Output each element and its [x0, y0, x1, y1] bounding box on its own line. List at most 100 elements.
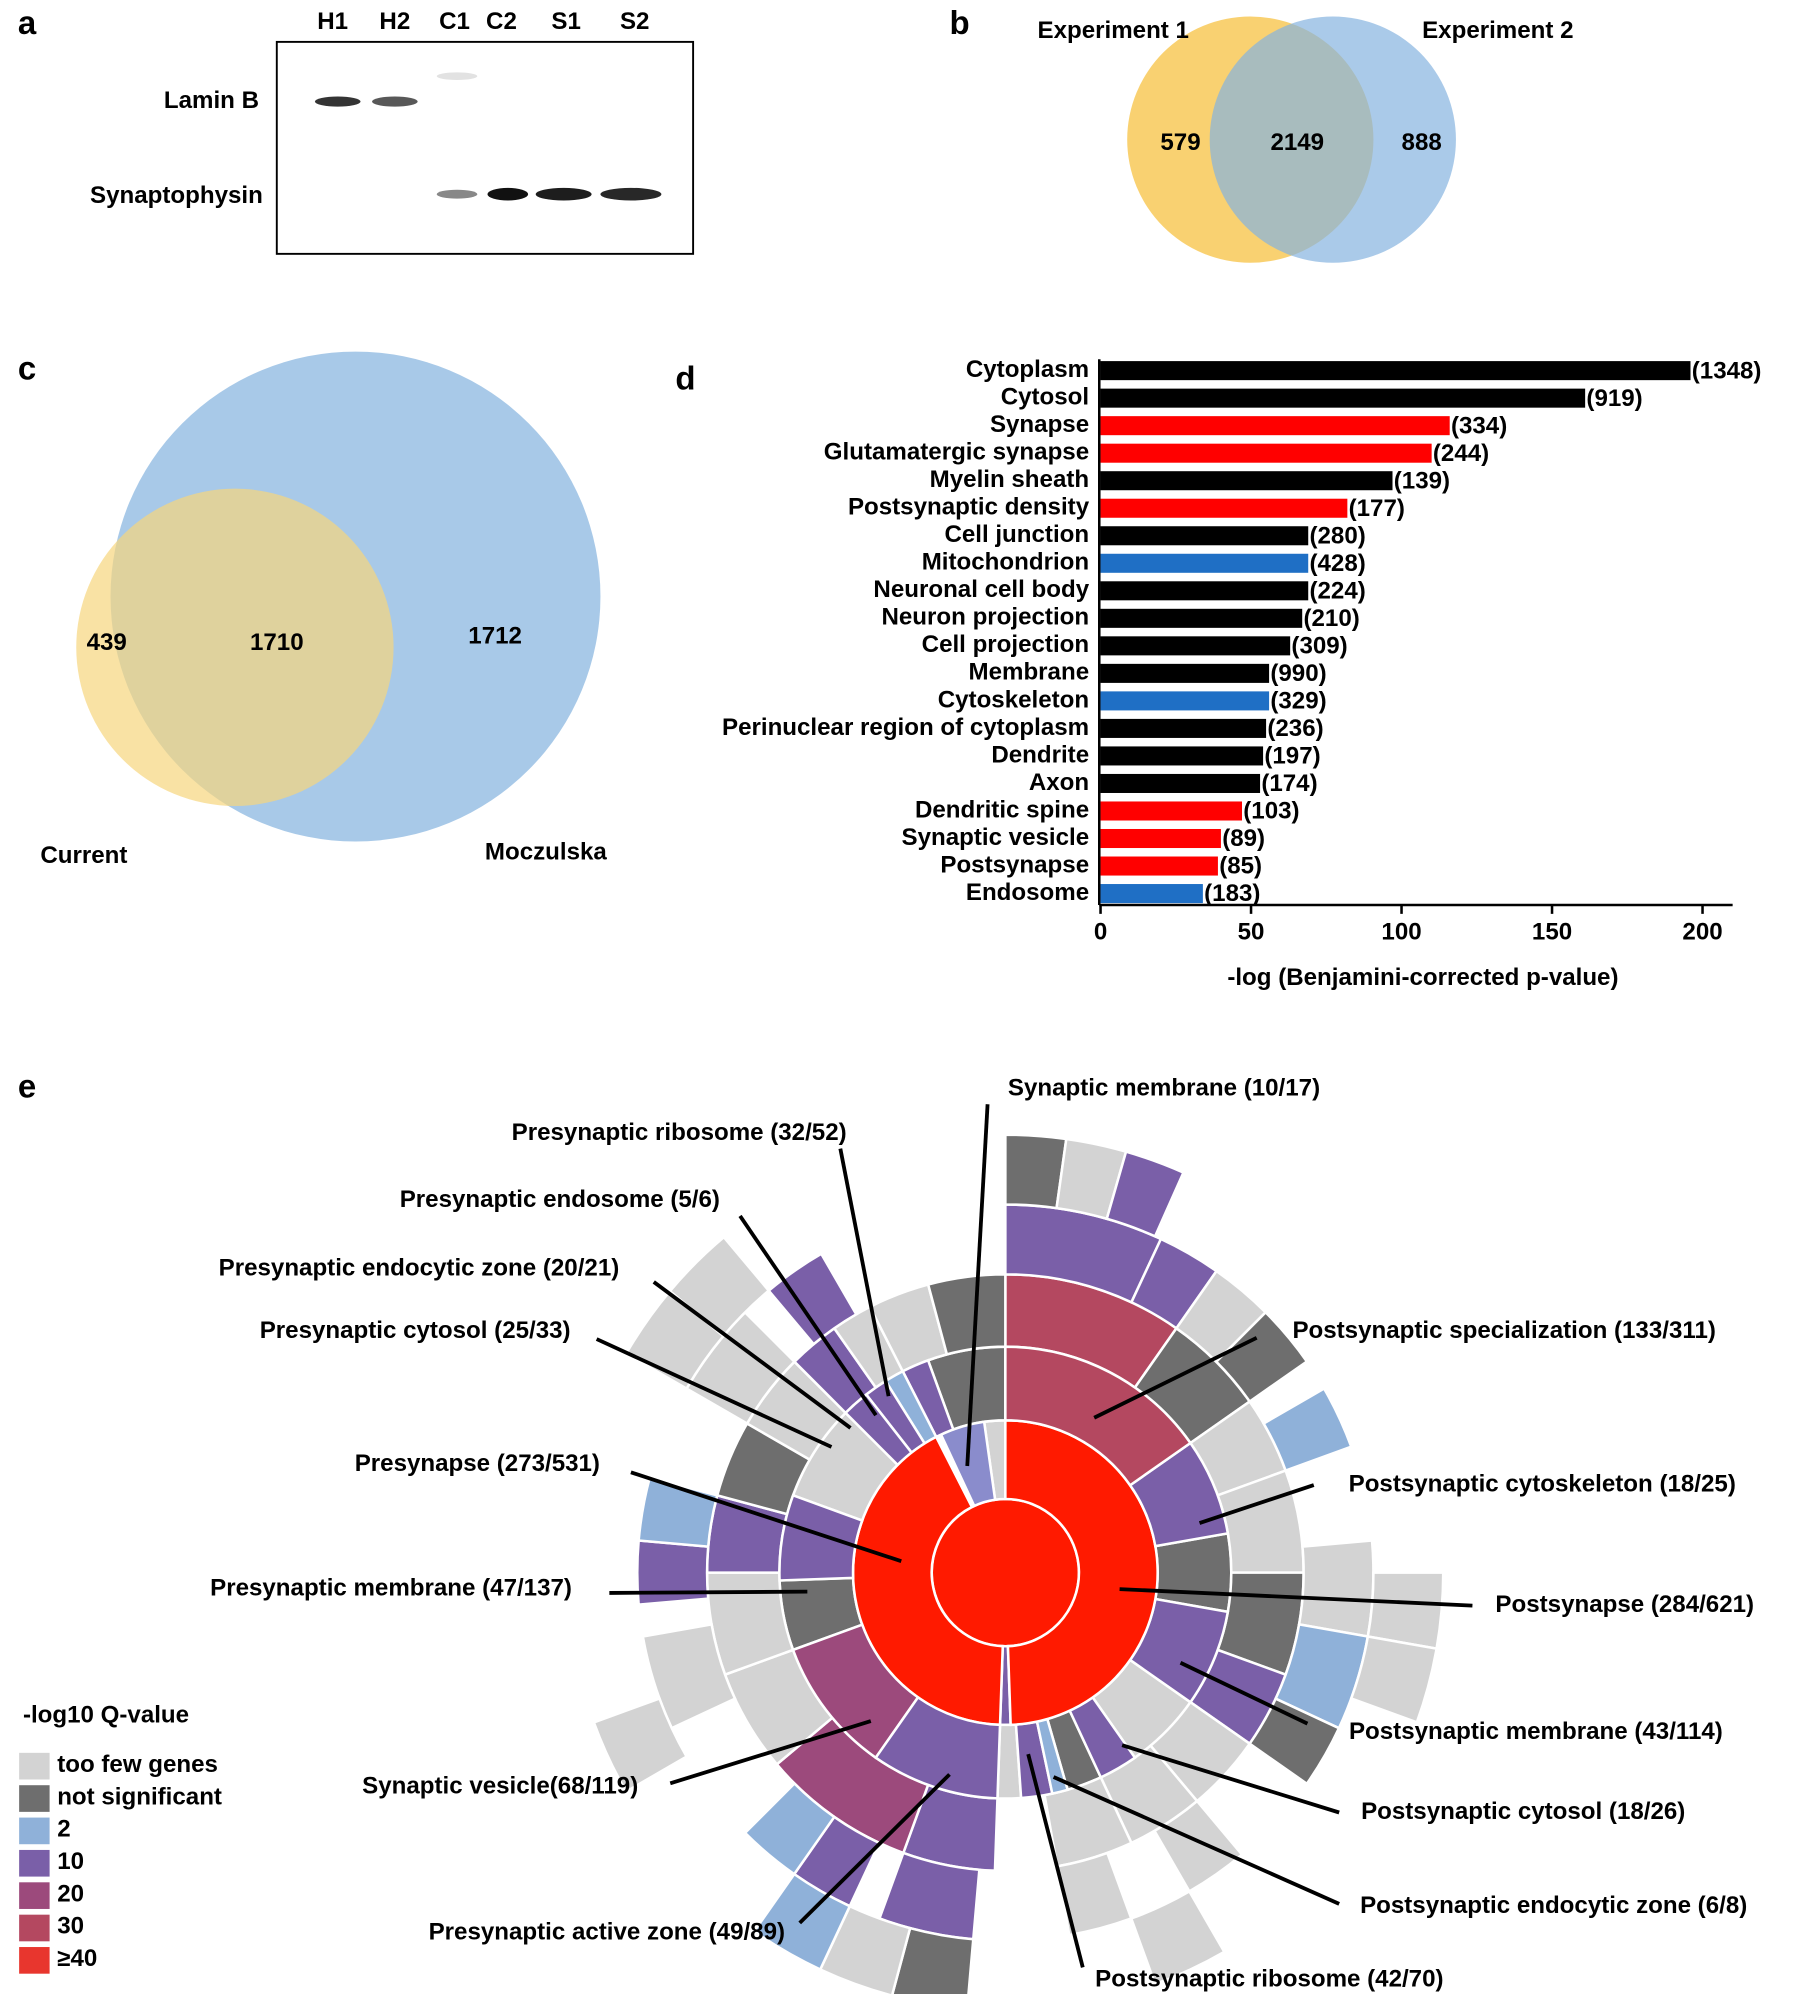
- legend-swatch: [19, 1785, 50, 1812]
- bar: [1100, 553, 1309, 573]
- blot-frame: [275, 40, 695, 255]
- bar: [1100, 884, 1203, 904]
- venn-circle: [1209, 16, 1456, 263]
- legend-swatch: [19, 1817, 50, 1845]
- legend-label: ≥40: [57, 1945, 97, 1972]
- bar: [1100, 471, 1393, 491]
- legend-label: not significant: [57, 1783, 222, 1810]
- bar-annotation: (329): [1270, 688, 1326, 715]
- lane-label: S2: [620, 8, 650, 35]
- bar-annotation: (85): [1219, 853, 1262, 880]
- bar: [1100, 526, 1309, 546]
- sunburst-cell: [1129, 1889, 1227, 1986]
- legend-label: too few genes: [57, 1751, 218, 1778]
- venn-count: 579: [1160, 129, 1200, 156]
- segment-label: Presynapse (273/531): [355, 1450, 600, 1477]
- bar-annotation: (280): [1309, 522, 1365, 549]
- category-label: Mitochondrion: [922, 549, 1089, 576]
- legend-label: 20: [57, 1880, 84, 1907]
- leader-line: [609, 1589, 808, 1595]
- category-label: Endosome: [966, 879, 1089, 906]
- protein-label: Lamin B: [164, 87, 259, 114]
- leader-line: [1198, 1483, 1315, 1525]
- bar: [1100, 856, 1218, 876]
- venn-circle: [76, 488, 394, 806]
- segment-label: Presynaptic endosome (5/6): [400, 1186, 720, 1213]
- venn-count: 888: [1402, 129, 1442, 156]
- bar-annotation: (197): [1264, 743, 1320, 770]
- bar-annotation: (89): [1222, 825, 1265, 852]
- leader-line: [652, 1280, 852, 1430]
- bar: [1100, 636, 1291, 656]
- segment-label: Postsynaptic membrane (43/114): [1349, 1718, 1723, 1745]
- sunburst-cell: [1055, 1851, 1133, 1937]
- venn-count: 439: [87, 629, 127, 656]
- protein-label: Synaptophysin: [90, 182, 263, 209]
- leader-line: [798, 1773, 951, 1925]
- category-label: Glutamatergic synapse: [824, 439, 1089, 466]
- legend-swatch: [19, 1914, 50, 1942]
- category-label: Cytoplasm: [966, 356, 1089, 383]
- x-tick-label: 0: [1094, 918, 1107, 945]
- bar-annotation: (224): [1309, 577, 1365, 604]
- sunburst-segment: [901, 1358, 955, 1439]
- legend-swatch: [19, 1849, 50, 1877]
- category-label: Postsynapse: [940, 851, 1089, 878]
- category-label: Membrane: [969, 659, 1090, 686]
- sunburst-cell: [743, 1781, 837, 1876]
- category-label: Cell projection: [922, 631, 1089, 658]
- bar-annotation: (183): [1204, 880, 1260, 907]
- blot-bands: [314, 72, 662, 201]
- leader-line: [630, 1470, 902, 1563]
- bar-annotation: (334): [1451, 412, 1507, 439]
- x-tick-label: 200: [1682, 918, 1722, 945]
- category-label: Synapse: [990, 411, 1089, 438]
- panel-label: a: [18, 4, 37, 41]
- sunburst-segment: [778, 1493, 864, 1582]
- lane-label: H1: [317, 8, 348, 35]
- set-label: Current: [40, 842, 127, 869]
- bar: [1100, 773, 1261, 793]
- segment-label: Synaptic vesicle(68/119): [362, 1772, 638, 1799]
- category-label: Dendritic spine: [915, 796, 1089, 823]
- bar-annotation: (210): [1303, 605, 1359, 632]
- category-label: Cytoskeleton: [938, 686, 1089, 713]
- bar-annotation: (236): [1267, 715, 1323, 742]
- bar-annotation: (428): [1309, 550, 1365, 577]
- segment-label: Presynaptic ribosome (32/52): [512, 1119, 847, 1146]
- category-label: Axon: [1029, 769, 1089, 796]
- leader-line: [1026, 1753, 1085, 1968]
- bar: [1100, 443, 1432, 463]
- bar-annotation: (177): [1349, 495, 1405, 522]
- bar-annotation: (244): [1433, 440, 1489, 467]
- set-label: Experiment 2: [1422, 17, 1573, 44]
- sunburst-cell: [1247, 1696, 1341, 1786]
- lane-label: H2: [379, 8, 410, 35]
- bar: [1100, 388, 1586, 408]
- lane-label: S1: [551, 8, 581, 35]
- category-label: Myelin sheath: [930, 466, 1089, 493]
- bar: [1100, 581, 1309, 601]
- leader-line: [1093, 1336, 1258, 1420]
- category-label: Neuronal cell body: [873, 576, 1089, 603]
- x-tick-label: 100: [1381, 918, 1421, 945]
- legend-title: -log10 Q-value: [23, 1701, 189, 1728]
- panel-label: e: [18, 1068, 36, 1105]
- bar-annotation: (919): [1586, 385, 1642, 412]
- x-axis-title: -log (Benjamini-corrected p-value): [1227, 964, 1618, 991]
- category-label: Perinuclear region of cytoplasm: [722, 714, 1089, 741]
- leader-line: [1052, 1775, 1340, 1906]
- venn-count: 1710: [250, 629, 304, 656]
- bar: [1100, 416, 1450, 436]
- venn-count: 2149: [1270, 129, 1324, 156]
- sunburst-cell: [926, 1273, 1007, 1356]
- sunburst: [592, 1133, 1445, 1994]
- leader-line: [838, 1148, 891, 1397]
- bar: [1100, 608, 1303, 628]
- sunburst-cell: [1297, 1539, 1375, 1638]
- segment-label: Presynaptic endocytic zone (20/21): [219, 1255, 620, 1282]
- sunburst-cell: [1105, 1150, 1186, 1239]
- leader-line: [1119, 1587, 1473, 1608]
- segment-label: Postsynaptic ribosome (42/70): [1095, 1965, 1443, 1992]
